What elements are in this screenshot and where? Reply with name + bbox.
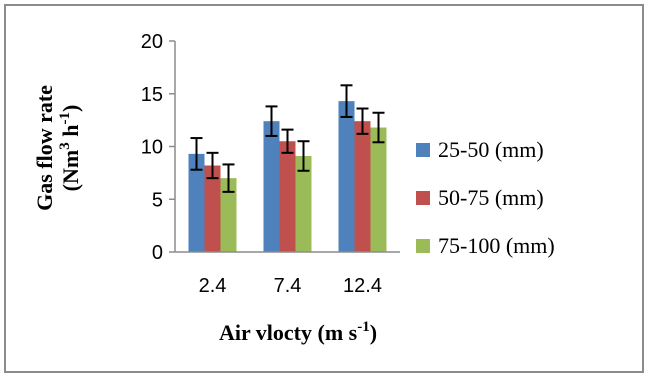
legend-swatch	[416, 191, 430, 205]
legend-label: 75-100 (mm)	[438, 233, 555, 258]
bars	[188, 101, 387, 253]
chart-area	[4, 4, 644, 373]
legend-swatch	[416, 239, 430, 253]
y-tick-label: 10	[141, 137, 163, 159]
x-axis-ticks: 2.4 7.4 12.4	[199, 275, 382, 297]
x-tick-label: 2.4	[199, 275, 227, 297]
y-tick-label: 5	[152, 189, 163, 211]
y-tick-label: 20	[141, 31, 163, 53]
bar	[370, 127, 387, 252]
bar	[338, 101, 355, 252]
x-axis-title: Air vlocty (m s-1)	[219, 319, 377, 345]
bar	[188, 153, 205, 252]
y-axis-ticks: 0 5 10 15 20	[141, 31, 175, 264]
bar	[279, 141, 296, 252]
legend: 25-50 (mm) 50-75 (mm) 75-100 (mm)	[416, 137, 555, 258]
y-tick-label: 0	[152, 242, 163, 264]
x-tick-label: 7.4	[274, 275, 302, 297]
bar	[295, 155, 312, 252]
y-axis-title-line1: Gas flow rate	[32, 85, 57, 211]
bar	[220, 178, 237, 252]
bar	[263, 121, 280, 253]
bar	[354, 121, 371, 253]
y-tick-label: 15	[141, 84, 163, 106]
legend-swatch	[416, 143, 430, 157]
bar	[204, 165, 221, 252]
error-bars	[190, 84, 385, 193]
legend-label: 25-50 (mm)	[438, 137, 544, 162]
y-axis-title-line2: (Nm3 h-1)	[57, 105, 83, 192]
y-axis-title: Gas flow rate (Nm3 h-1)	[32, 85, 83, 211]
x-tick-label: 12.4	[343, 275, 382, 297]
legend-label: 50-75 (mm)	[438, 185, 544, 210]
